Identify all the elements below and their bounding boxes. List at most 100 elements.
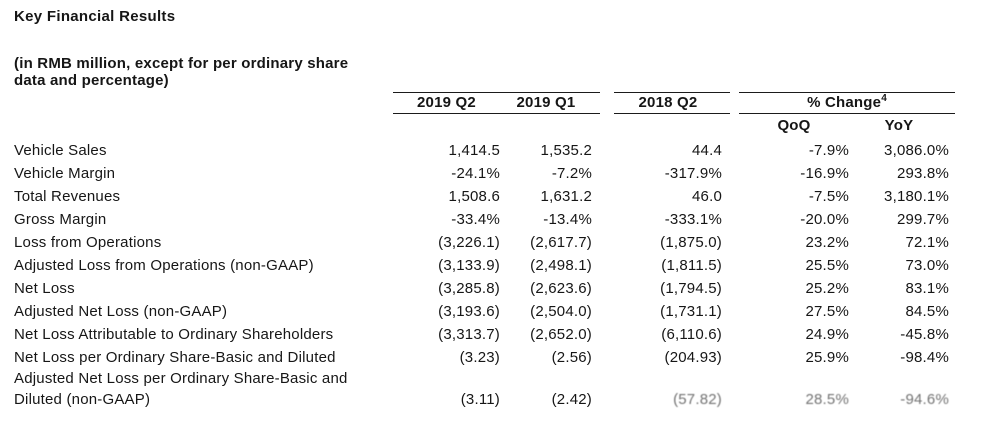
cell-q2-2018: (204.93): [664, 349, 722, 366]
cell-yoy: -94.6%: [900, 391, 950, 408]
cell-yoy: 84.5%: [905, 303, 950, 320]
cell-q2-2019: (3.11): [460, 391, 500, 408]
cell-q2-2019: (3,285.8): [438, 280, 500, 297]
cell-yoy: -98.4%: [900, 349, 950, 366]
cell-q2-2019: (3,226.1): [438, 234, 500, 251]
spacer-cell: [730, 207, 739, 230]
cell-qoq: 25.5%: [805, 257, 849, 274]
subtitle-line-2: data and percentage): [14, 72, 169, 89]
cell-q1-2019: (2,504.0): [530, 303, 592, 320]
table-row: Vehicle Margin -24.1% -7.2% -317.9% -16.9% 29…: [14, 161, 955, 184]
cell-label: Loss from Operations: [14, 234, 162, 251]
cell-q1-2019: (2.42): [551, 391, 592, 408]
cell-q2-2019: 1,508.6: [448, 188, 500, 205]
financial-results-table: 2019 Q2 2019 Q1 2018 Q2 % Change4 QoQ Yo…: [14, 92, 956, 410]
spacer-cell: [730, 184, 739, 207]
cell-qoq: 28.5%: [805, 391, 849, 408]
spacer-cell: [600, 230, 614, 253]
table-row: Net Loss (3,285.8) (2,623.6) (1,794.5) 25.2%…: [14, 276, 955, 299]
cell-label: Adjusted Net Loss per Ordinary Share-Bas…: [14, 370, 348, 408]
cell-label: Vehicle Margin: [14, 165, 116, 182]
cell-q1-2019: 1,535.2: [540, 142, 592, 159]
cell-label: Total Revenues: [14, 188, 121, 205]
cell-label: Net Loss per Ordinary Share-Basic and Di…: [14, 349, 336, 366]
col-header-2019-q1: 2019 Q1: [500, 92, 600, 114]
cell-q2-2019: -33.4%: [451, 211, 500, 228]
table-row: Gross Margin -33.4% -13.4% -333.1% -20.0% 299…: [14, 207, 955, 230]
cell-q2-2019: 1,414.5: [448, 142, 500, 159]
spacer-cell: [600, 253, 614, 276]
cell-q1-2019: -13.4%: [543, 211, 592, 228]
spacer-cell: [600, 184, 614, 207]
cell-yoy: 3,180.1%: [884, 188, 950, 205]
table-row: Loss from Operations (3,226.1) (2,617.7) (1…: [14, 230, 955, 253]
cell-q1-2019: (2,652.0): [530, 326, 592, 343]
cell-qoq: 27.5%: [805, 303, 849, 320]
cell-q1-2019: 1,631.2: [540, 188, 592, 205]
label-column-header-empty: [14, 93, 393, 114]
footnote-marker: 4: [881, 93, 887, 104]
pct-change-label: % Change: [807, 94, 882, 111]
cell-qoq: 25.2%: [805, 280, 849, 297]
table-row: Net Loss Attributable to Ordinary Shareh…: [14, 322, 955, 345]
cell-qoq: 25.9%: [805, 349, 849, 366]
cell-label: Adjusted Loss from Operations (non-GAAP): [14, 257, 314, 274]
table-row: Adjusted Loss from Operations (non-GAAP)…: [14, 253, 955, 276]
cell-q1-2019: (2.56): [551, 349, 592, 366]
spacer-cell: [730, 368, 739, 410]
table-subtitle: (in RMB million, except for per ordinary…: [14, 55, 434, 89]
col-header-2019-q2: 2019 Q2: [393, 92, 500, 114]
table-group-header-row: 2019 Q2 2019 Q1 2018 Q2 % Change4: [14, 92, 956, 114]
cell-q2-2019: (3,133.9): [438, 257, 500, 274]
spacer-column: [600, 93, 614, 114]
cell-yoy: 293.8%: [896, 165, 950, 182]
spacer-cell: [600, 161, 614, 184]
spacer-cell: [600, 345, 614, 368]
cell-q2-2018: (1,731.1): [660, 303, 722, 320]
col-header-pct-change: % Change4: [739, 92, 956, 114]
cell-qoq: -7.9%: [808, 142, 849, 159]
table-row: Net Loss per Ordinary Share-Basic and Di…: [14, 345, 955, 368]
cell-yoy: 83.1%: [905, 280, 950, 297]
subcol-header-qoq: QoQ: [777, 117, 811, 134]
cell-q2-2018: -317.9%: [664, 165, 722, 182]
cell-label: Net Loss Attributable to Ordinary Shareh…: [14, 326, 334, 343]
table-row: Total Revenues 1,508.6 1,631.2 46.0 -7.5% 3,1…: [14, 184, 955, 207]
cell-yoy: 3,086.0%: [884, 142, 950, 159]
cell-qoq: 24.9%: [805, 326, 849, 343]
cell-q2-2018: (6,110.6): [661, 326, 722, 343]
spacer-cell: [600, 207, 614, 230]
cell-label: Net Loss: [14, 280, 75, 297]
spacer-cell: [730, 161, 739, 184]
cell-q2-2018: -333.1%: [664, 211, 722, 228]
cell-q1-2019: -7.2%: [551, 165, 592, 182]
spacer-cell: [600, 322, 614, 345]
spacer-cell: [730, 299, 739, 322]
subtitle-line-1: (in RMB million, except for per ordinary…: [14, 55, 349, 72]
cell-q2-2018: (1,811.5): [661, 257, 722, 274]
cell-label: Adjusted Net Loss (non-GAAP): [14, 303, 228, 320]
spacer-cell: [600, 276, 614, 299]
cell-q1-2019: (2,498.1): [530, 257, 592, 274]
cell-q2-2018: 46.0: [692, 188, 722, 205]
cell-q2-2019: -24.1%: [451, 165, 500, 182]
cell-q2-2018: (1,875.0): [660, 234, 722, 251]
page-title: Key Financial Results: [14, 8, 176, 25]
cell-yoy: 73.0%: [905, 257, 950, 274]
spacer-cell: [730, 276, 739, 299]
cell-label: Vehicle Sales: [14, 142, 107, 159]
cell-qoq: -20.0%: [800, 211, 849, 228]
spacer-column: [730, 93, 739, 114]
spacer-cell: [600, 368, 614, 410]
cell-yoy: 299.7%: [896, 211, 950, 228]
cell-q1-2019: (2,617.7): [530, 234, 592, 251]
table-row: Vehicle Sales 1,414.5 1,535.2 44.4 -7.9% 3,08…: [14, 138, 955, 161]
spacer-cell: [730, 345, 739, 368]
cell-qoq: -16.9%: [800, 165, 849, 182]
spacer-cell: [600, 138, 614, 161]
cell-q2-2019: (3.23): [459, 349, 500, 366]
spacer-cell: [730, 322, 739, 345]
cell-q2-2019: (3,313.7): [438, 326, 500, 343]
cell-q2-2018: 44.4: [692, 142, 722, 159]
